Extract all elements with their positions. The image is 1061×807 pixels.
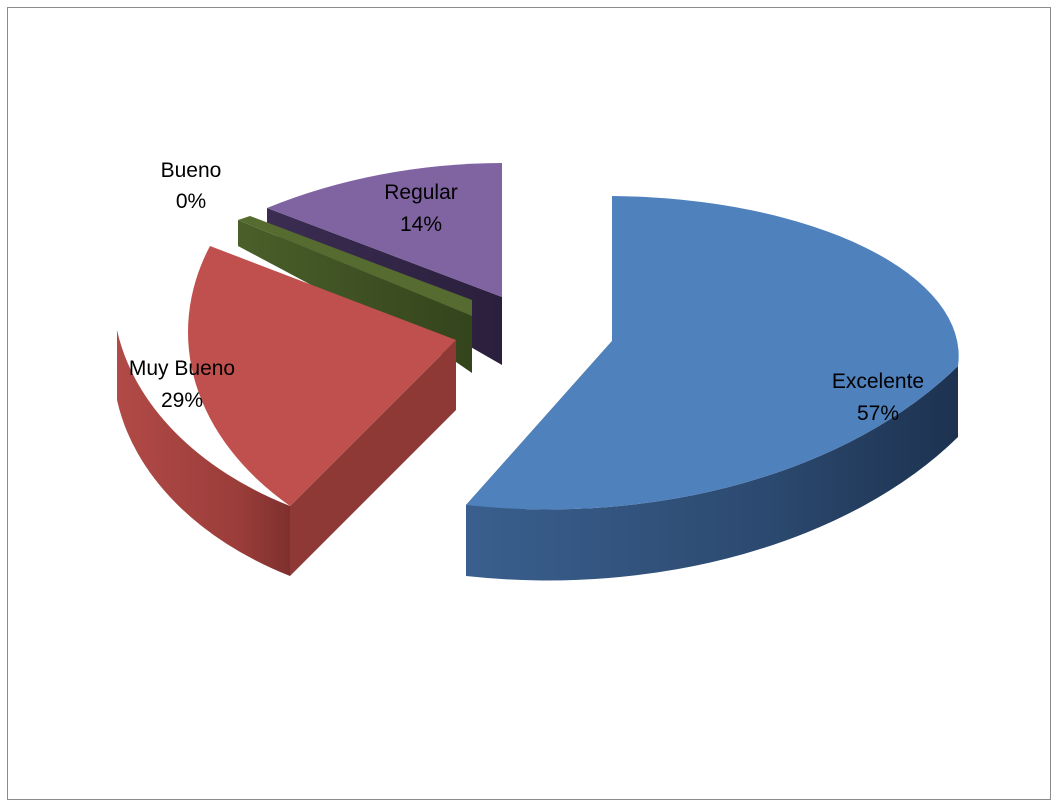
slice-muy-bueno-top: [188, 246, 456, 506]
slice-bueno-top: [238, 216, 472, 316]
slice-muy-bueno-outer-side: [117, 330, 290, 576]
slice-excelente-top: [466, 196, 959, 510]
slice-muy-bueno-cut-side: [290, 340, 456, 576]
label-bueno-name: Bueno: [161, 159, 222, 182]
slice-excelente: [466, 196, 959, 581]
slice-muy-bueno: [117, 246, 456, 576]
label-bueno: Bueno 0%: [161, 159, 222, 213]
label-muy-bueno-percent: 29%: [161, 389, 203, 412]
label-muy-bueno-name: Muy Bueno: [129, 357, 235, 380]
slice-excelente-outer-side: [466, 366, 958, 581]
label-regular: Regular 14%: [384, 181, 458, 236]
label-muy-bueno: Muy Bueno 29%: [129, 357, 235, 412]
slice-regular-top: [267, 163, 502, 297]
label-excelente: Excelente 57%: [832, 370, 924, 425]
label-excelente-percent: 57%: [857, 402, 899, 425]
label-bueno-percent: 0%: [176, 190, 206, 213]
label-regular-name: Regular: [384, 181, 458, 204]
label-excelente-name: Excelente: [832, 370, 924, 393]
label-regular-percent: 14%: [400, 213, 442, 236]
